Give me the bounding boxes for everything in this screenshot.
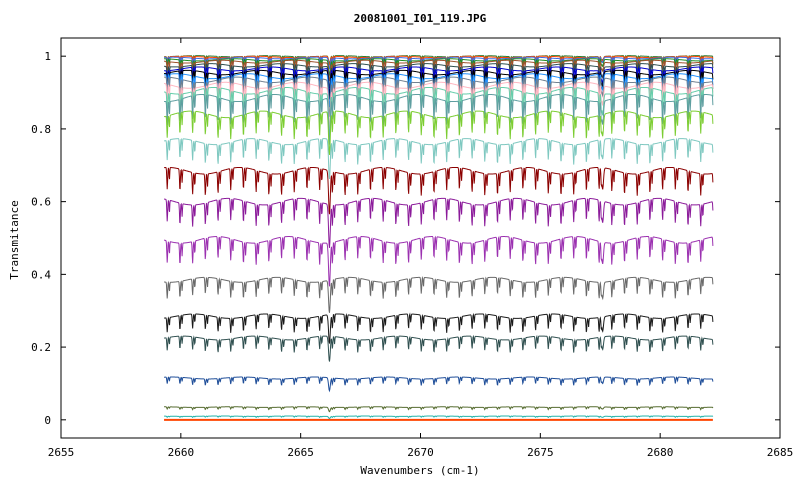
x-axis-label: Wavenumbers (cm-1) <box>360 464 479 477</box>
series-line <box>164 56 714 70</box>
y-tick-label: 1 <box>44 50 51 63</box>
series-line <box>163 137 714 180</box>
series-layer <box>163 54 714 421</box>
series-line <box>163 72 714 108</box>
y-tick-label: 0.6 <box>31 196 51 209</box>
series-line <box>163 334 714 362</box>
series-line <box>164 93 714 145</box>
series-line <box>164 57 714 77</box>
y-axis-label: Transmitance <box>8 200 21 279</box>
series-line <box>164 406 714 413</box>
series-line <box>164 376 714 393</box>
series-line <box>163 110 714 155</box>
x-tick-label: 2675 <box>527 446 554 459</box>
x-tick-label: 2665 <box>287 446 314 459</box>
x-tick-label: 2670 <box>407 446 434 459</box>
y-tick-label: 0.4 <box>31 268 51 281</box>
series-line <box>164 415 714 420</box>
series-line <box>164 276 714 313</box>
x-tick-label: 2660 <box>168 446 195 459</box>
series-line <box>163 235 714 287</box>
series-line <box>164 166 714 215</box>
x-tick-label: 2680 <box>647 446 674 459</box>
chart-title: 20081001_I01_119.JPG <box>354 12 487 25</box>
y-axis-ticks: 0 0.2 0.4 0.6 0.8 1 <box>31 50 780 427</box>
series-line <box>164 76 714 117</box>
series-line <box>163 197 714 248</box>
y-tick-label: 0 <box>44 414 51 427</box>
x-tick-label: 2655 <box>48 446 75 459</box>
y-tick-label: 0.2 <box>31 341 51 354</box>
series-line <box>163 59 714 82</box>
series-line <box>164 312 714 344</box>
x-axis-ticks: 2655 2660 2665 2670 2675 2680 2685 <box>48 38 794 459</box>
x-tick-label: 2685 <box>767 446 794 459</box>
y-tick-label: 0.8 <box>31 123 51 136</box>
